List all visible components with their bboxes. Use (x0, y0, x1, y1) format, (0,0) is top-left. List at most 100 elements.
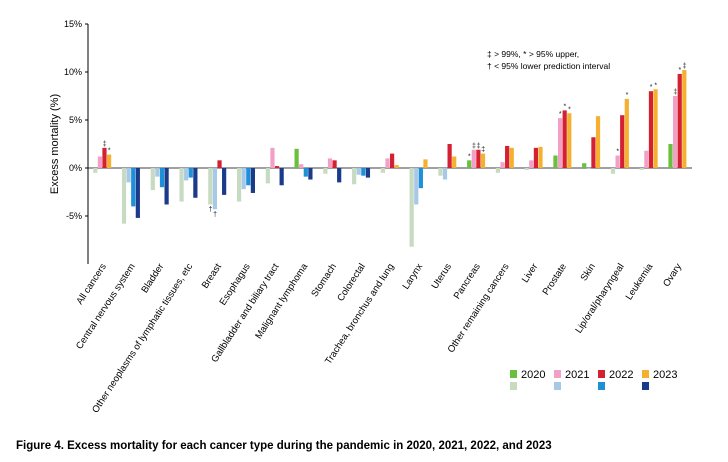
bar-2022 (620, 115, 625, 168)
bar-2023 (337, 168, 342, 183)
bar-2021 (615, 155, 620, 168)
bar-2021 (529, 160, 534, 168)
bar-2023 (394, 165, 399, 168)
significance-mark: * (559, 111, 562, 118)
bar-2021 (126, 168, 131, 183)
category-label: Colorectal (335, 262, 368, 304)
bar-2023 (308, 168, 313, 180)
legend-label-2021: 2021 (565, 369, 589, 381)
bar-2020 (380, 168, 385, 173)
bar-2020 (582, 163, 587, 168)
significance-mark: * (654, 82, 657, 89)
bar-2023 (164, 168, 169, 205)
significance-mark: † (209, 206, 213, 213)
category-label: Bladder (139, 262, 166, 295)
legend-label-2022: 2022 (609, 369, 633, 381)
bar-2021 (586, 168, 591, 169)
bars (93, 70, 687, 247)
annotation-line-1: ‡ > 99%, * > 95% upper, (487, 49, 579, 59)
legend: 2020 2021 2022 2023 (510, 369, 677, 390)
bar-2023 (509, 147, 514, 168)
category-label: Pancreas (452, 261, 483, 301)
bar-2020 (352, 168, 357, 185)
bar-2022 (447, 144, 452, 168)
bar-2021 (471, 149, 476, 168)
bar-2020 (553, 155, 558, 168)
y-tick-label: 10% (64, 67, 82, 77)
significance-mark: * (616, 149, 619, 156)
significance-mark: ‡ (103, 141, 107, 148)
legend-swatch-2020 (510, 370, 517, 378)
bar-2020 (179, 168, 184, 202)
significance-mark: * (679, 67, 682, 74)
category-label: Leukemia (624, 261, 656, 302)
bar-2022 (131, 168, 136, 207)
bar-2023 (682, 70, 687, 168)
bar-2022 (332, 160, 337, 168)
bar-2023 (135, 168, 140, 218)
bar-2023 (653, 89, 658, 168)
category-label: Prostate (541, 262, 570, 298)
bar-2020 (639, 168, 644, 170)
significance-mark: * (468, 153, 471, 160)
significance-mark: * (108, 148, 111, 155)
bar-2022 (246, 168, 251, 186)
bar-2021 (155, 168, 160, 177)
bar-2023 (423, 159, 428, 168)
bar-2023 (193, 168, 198, 198)
bar-2021 (414, 168, 419, 205)
significance-mark: * (568, 106, 571, 113)
significance-mark: * (650, 84, 653, 91)
category-label: Other remaining cancers (446, 261, 512, 354)
legend-swatch-neg-2020 (510, 382, 517, 390)
bar-2023 (222, 168, 227, 195)
significance-mark: * (564, 103, 567, 110)
bar-2021 (241, 168, 246, 190)
legend-label-2020: 2020 (521, 369, 545, 381)
significance-mark: ‡ (481, 147, 485, 154)
significance-mark: ‡ (477, 143, 481, 150)
category-label: Larynx (401, 261, 426, 291)
category-label: Ovary (661, 261, 684, 288)
category-label: Breast (200, 261, 224, 290)
bar-2020 (121, 168, 127, 224)
bar-2022 (418, 168, 423, 189)
bar-2022 (476, 149, 481, 168)
legend-swatch-neg-2021 (554, 382, 561, 390)
y-tick-label: 0% (69, 163, 82, 173)
significance-mark: ‡ (472, 143, 476, 150)
legend-swatch-2023 (642, 370, 649, 378)
category-label: Stomach (309, 262, 339, 299)
bar-2023 (279, 168, 284, 186)
bar-2023 (538, 146, 543, 168)
bar-2020 (467, 160, 472, 168)
bar-2022 (303, 168, 308, 177)
bar-2021 (184, 168, 189, 181)
legend-swatch-2022 (598, 370, 605, 378)
bar-2022 (361, 168, 366, 176)
bar-2022 (677, 73, 682, 168)
bar-2021 (356, 168, 361, 175)
bar-2020 (265, 168, 270, 184)
bar-2021 (557, 118, 563, 168)
legend-swatch-neg-2022 (598, 382, 605, 390)
bar-2020 (495, 168, 501, 173)
y-tick-label: 5% (69, 115, 82, 125)
y-tick-label: -5% (66, 211, 82, 221)
significance-mark: † (213, 211, 217, 218)
legend-label-2023: 2023 (653, 369, 677, 381)
y-axis-label: Excess mortality (%) (49, 94, 61, 194)
y-tick-label: 15% (64, 19, 82, 29)
bar-2023 (595, 116, 601, 168)
bar-2021 (270, 147, 275, 168)
bar-2022 (274, 166, 280, 168)
figure-caption: Figure 4. Excess mortality for each canc… (16, 440, 552, 452)
bar-2021 (327, 158, 333, 168)
significance-marks: ‡*††*‡ ‡‡** **** *‡*‡ (103, 63, 687, 218)
bar-2022 (159, 168, 165, 188)
bar-2021 (673, 96, 678, 168)
bar-2022 (648, 91, 654, 168)
legend-swatch-neg-2023 (642, 382, 649, 390)
